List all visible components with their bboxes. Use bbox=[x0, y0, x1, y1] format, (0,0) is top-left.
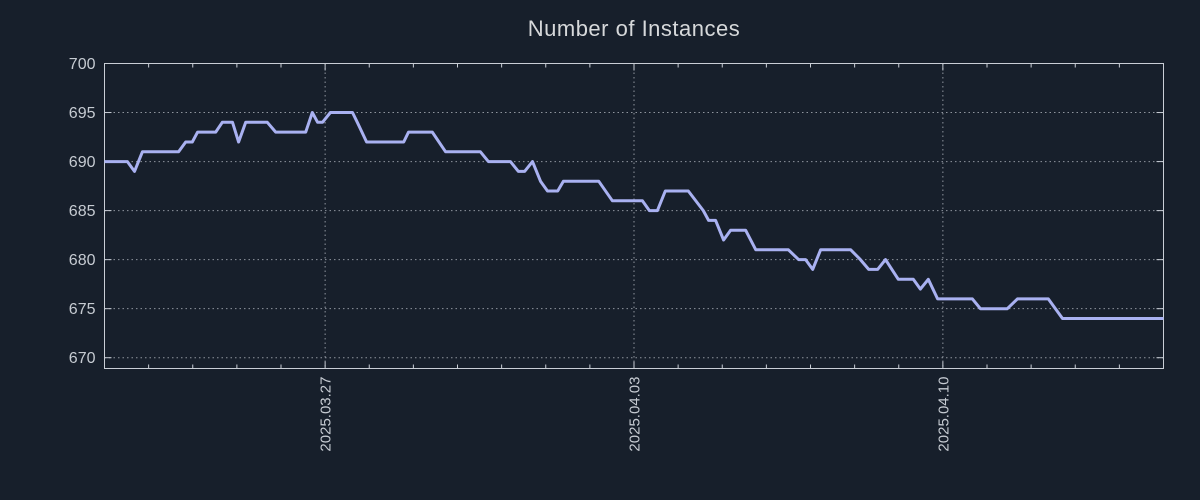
x-tick-label: 2025.04.10 bbox=[935, 377, 952, 452]
y-tick-label: 685 bbox=[69, 203, 96, 220]
y-tick-label: 700 bbox=[69, 56, 96, 73]
y-tick-label: 680 bbox=[69, 252, 96, 269]
y-tick-label: 670 bbox=[69, 350, 96, 367]
chart-title: Number of Instances bbox=[527, 16, 741, 41]
x-tick-label: 2025.03.27 bbox=[318, 377, 335, 452]
y-tick-label: 690 bbox=[69, 154, 96, 171]
x-tick-label: 2025.04.03 bbox=[627, 377, 644, 452]
y-tick-label: 695 bbox=[69, 105, 96, 122]
instances-line-series bbox=[104, 111, 1164, 320]
y-tick-label: 675 bbox=[69, 301, 96, 318]
